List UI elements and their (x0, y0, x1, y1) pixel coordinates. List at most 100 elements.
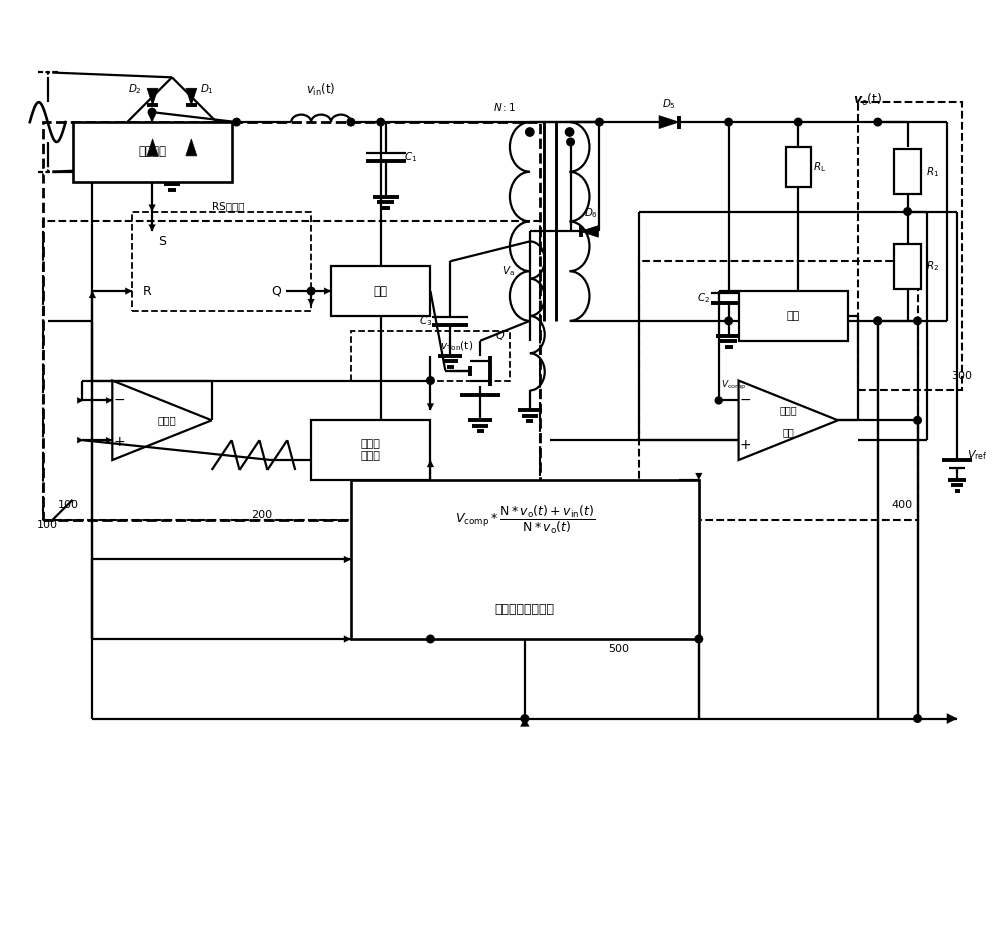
Text: 500: 500 (608, 644, 629, 654)
Bar (739, 291, 848, 341)
Bar (894, 243, 921, 289)
Text: $D_2$: $D_2$ (128, 82, 142, 96)
Text: $R_1$: $R_1$ (926, 164, 939, 179)
Text: 200: 200 (251, 509, 272, 520)
Text: $\boldsymbol{v}_{\rm o}$(t): $\boldsymbol{v}_{\rm o}$(t) (853, 92, 883, 108)
Text: Q: Q (496, 331, 504, 341)
Text: S: S (158, 235, 166, 248)
Polygon shape (344, 556, 351, 563)
Circle shape (347, 118, 355, 126)
Text: 比较器: 比较器 (158, 415, 176, 425)
Text: $N:1$: $N:1$ (493, 102, 516, 113)
Polygon shape (659, 116, 679, 129)
Circle shape (347, 118, 354, 126)
Text: 大器: 大器 (782, 427, 794, 437)
Bar (786, 147, 811, 187)
Text: RS触发器: RS触发器 (212, 201, 244, 212)
Circle shape (427, 635, 434, 643)
Polygon shape (89, 291, 96, 298)
Text: 300: 300 (951, 370, 972, 381)
Circle shape (596, 118, 603, 126)
Circle shape (914, 416, 921, 424)
Circle shape (427, 377, 434, 384)
Bar (351, 331, 510, 381)
Polygon shape (186, 88, 197, 105)
Bar (351, 480, 699, 639)
Text: Q: Q (271, 285, 281, 298)
Bar (858, 102, 962, 390)
Circle shape (914, 317, 921, 324)
Text: $R_{\rm L}$: $R_{\rm L}$ (813, 160, 827, 174)
Polygon shape (149, 205, 156, 212)
Polygon shape (324, 288, 331, 294)
Bar (639, 261, 918, 520)
Polygon shape (308, 299, 315, 306)
Circle shape (526, 128, 534, 136)
Circle shape (725, 118, 732, 126)
Text: $V_{\rm a}$: $V_{\rm a}$ (502, 264, 515, 278)
Text: $-$: $-$ (739, 391, 752, 405)
Text: $-$: $-$ (113, 391, 125, 405)
Polygon shape (427, 460, 434, 467)
Polygon shape (186, 139, 197, 156)
Polygon shape (77, 437, 83, 444)
Text: $D_5$: $D_5$ (662, 97, 676, 111)
Bar (43, 222, 540, 520)
Text: $V_{\rm ref}$: $V_{\rm ref}$ (967, 448, 987, 462)
Circle shape (148, 108, 156, 116)
Polygon shape (147, 139, 158, 156)
Text: 补偿: 补偿 (787, 311, 800, 321)
Polygon shape (149, 115, 156, 122)
Polygon shape (695, 473, 702, 480)
Polygon shape (149, 225, 156, 231)
Circle shape (874, 317, 882, 324)
Text: 100: 100 (58, 500, 79, 509)
Circle shape (874, 118, 882, 126)
Circle shape (715, 397, 722, 404)
Text: $v_{\rm Ton}$(t): $v_{\rm Ton}$(t) (440, 339, 474, 352)
Circle shape (233, 118, 240, 126)
Text: 驱动: 驱动 (374, 285, 388, 298)
Text: $C_3$: $C_3$ (419, 314, 432, 328)
Text: $V_{\rm comp}*\dfrac{{\rm N}*v_{\rm o}(t)+v_{\rm in}(t)}{{\rm N}*v_{\rm o}(t)}$: $V_{\rm comp}*\dfrac{{\rm N}*v_{\rm o}(t… (455, 504, 595, 536)
Bar (43, 122, 540, 520)
Text: $+$: $+$ (113, 435, 125, 449)
Polygon shape (581, 226, 598, 237)
Polygon shape (106, 398, 112, 403)
Text: $C_2$: $C_2$ (697, 291, 710, 305)
Circle shape (596, 118, 603, 126)
Polygon shape (147, 88, 158, 105)
Circle shape (695, 635, 703, 643)
Circle shape (307, 288, 315, 295)
Bar (894, 149, 921, 195)
Text: 过零检测: 过零检测 (138, 146, 166, 159)
Polygon shape (947, 713, 957, 724)
Text: $D_6$: $D_6$ (584, 207, 599, 220)
Text: $D_3$: $D_3$ (200, 149, 214, 163)
Text: $+$: $+$ (739, 438, 752, 452)
Text: 400: 400 (891, 500, 913, 509)
Circle shape (521, 714, 529, 722)
Text: 导通时间运算电路: 导通时间运算电路 (495, 603, 555, 616)
Circle shape (874, 317, 882, 324)
Text: 100: 100 (37, 520, 58, 529)
Circle shape (565, 128, 574, 136)
Polygon shape (427, 403, 434, 411)
Circle shape (725, 317, 732, 324)
Text: $D_4$: $D_4$ (128, 149, 142, 163)
Polygon shape (106, 437, 112, 444)
Circle shape (794, 118, 802, 126)
Text: $R_2$: $R_2$ (926, 259, 939, 274)
Polygon shape (520, 717, 529, 727)
Text: $v_{\rm in}$(t): $v_{\rm in}$(t) (306, 82, 336, 99)
Bar (311, 420, 430, 480)
Bar (73, 122, 232, 181)
Text: 锯齿波
发生器: 锯齿波 发生器 (361, 439, 381, 461)
Circle shape (904, 208, 911, 215)
Text: $C_1$: $C_1$ (404, 150, 417, 164)
Text: $V_{\rm comp}$: $V_{\rm comp}$ (721, 379, 746, 392)
Bar (132, 212, 311, 311)
Polygon shape (344, 635, 351, 642)
Polygon shape (125, 288, 132, 294)
Circle shape (914, 714, 921, 722)
